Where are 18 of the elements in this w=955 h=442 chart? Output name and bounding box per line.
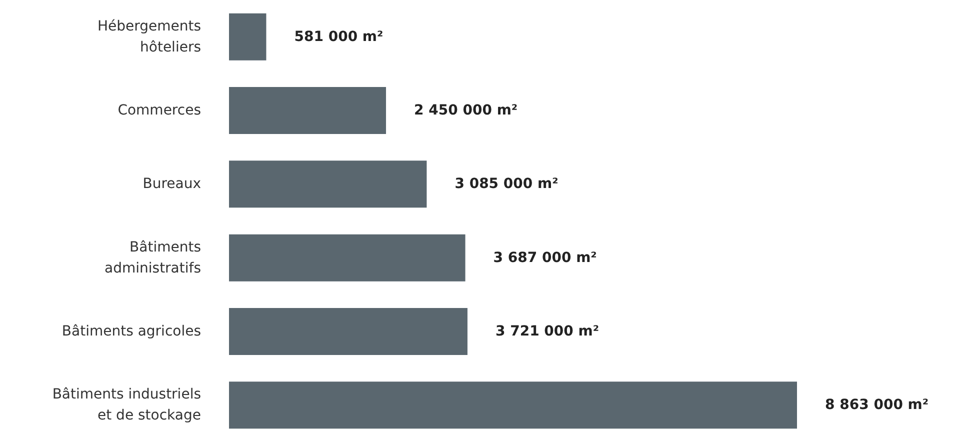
- data-label: 581 000 m²: [294, 28, 384, 45]
- y-tick-label: Hébergements hôteliers: [97, 18, 201, 56]
- y-tick-label: Commerces: [118, 102, 201, 118]
- bar: [229, 308, 468, 355]
- data-label: 3 721 000 m²: [495, 324, 599, 340]
- y-tick-label: Bureaux: [142, 176, 201, 192]
- y-tick-label: Bâtiments administratifs: [104, 239, 201, 276]
- bar: [229, 234, 466, 282]
- y-tick-label: Bâtiments industriels et de stockage: [52, 386, 201, 424]
- bar: [229, 87, 386, 134]
- bar: [229, 160, 427, 208]
- y-tick-label: Bâtiments agricoles: [62, 324, 201, 340]
- data-label: 3 687 000 m²: [493, 250, 597, 266]
- bar: [229, 382, 797, 429]
- data-label: 8 863 000 m²: [825, 397, 929, 414]
- data-label: 2 450 000 m²: [414, 102, 518, 118]
- data-label: 3 085 000 m²: [454, 176, 558, 192]
- bar: [229, 13, 266, 60]
